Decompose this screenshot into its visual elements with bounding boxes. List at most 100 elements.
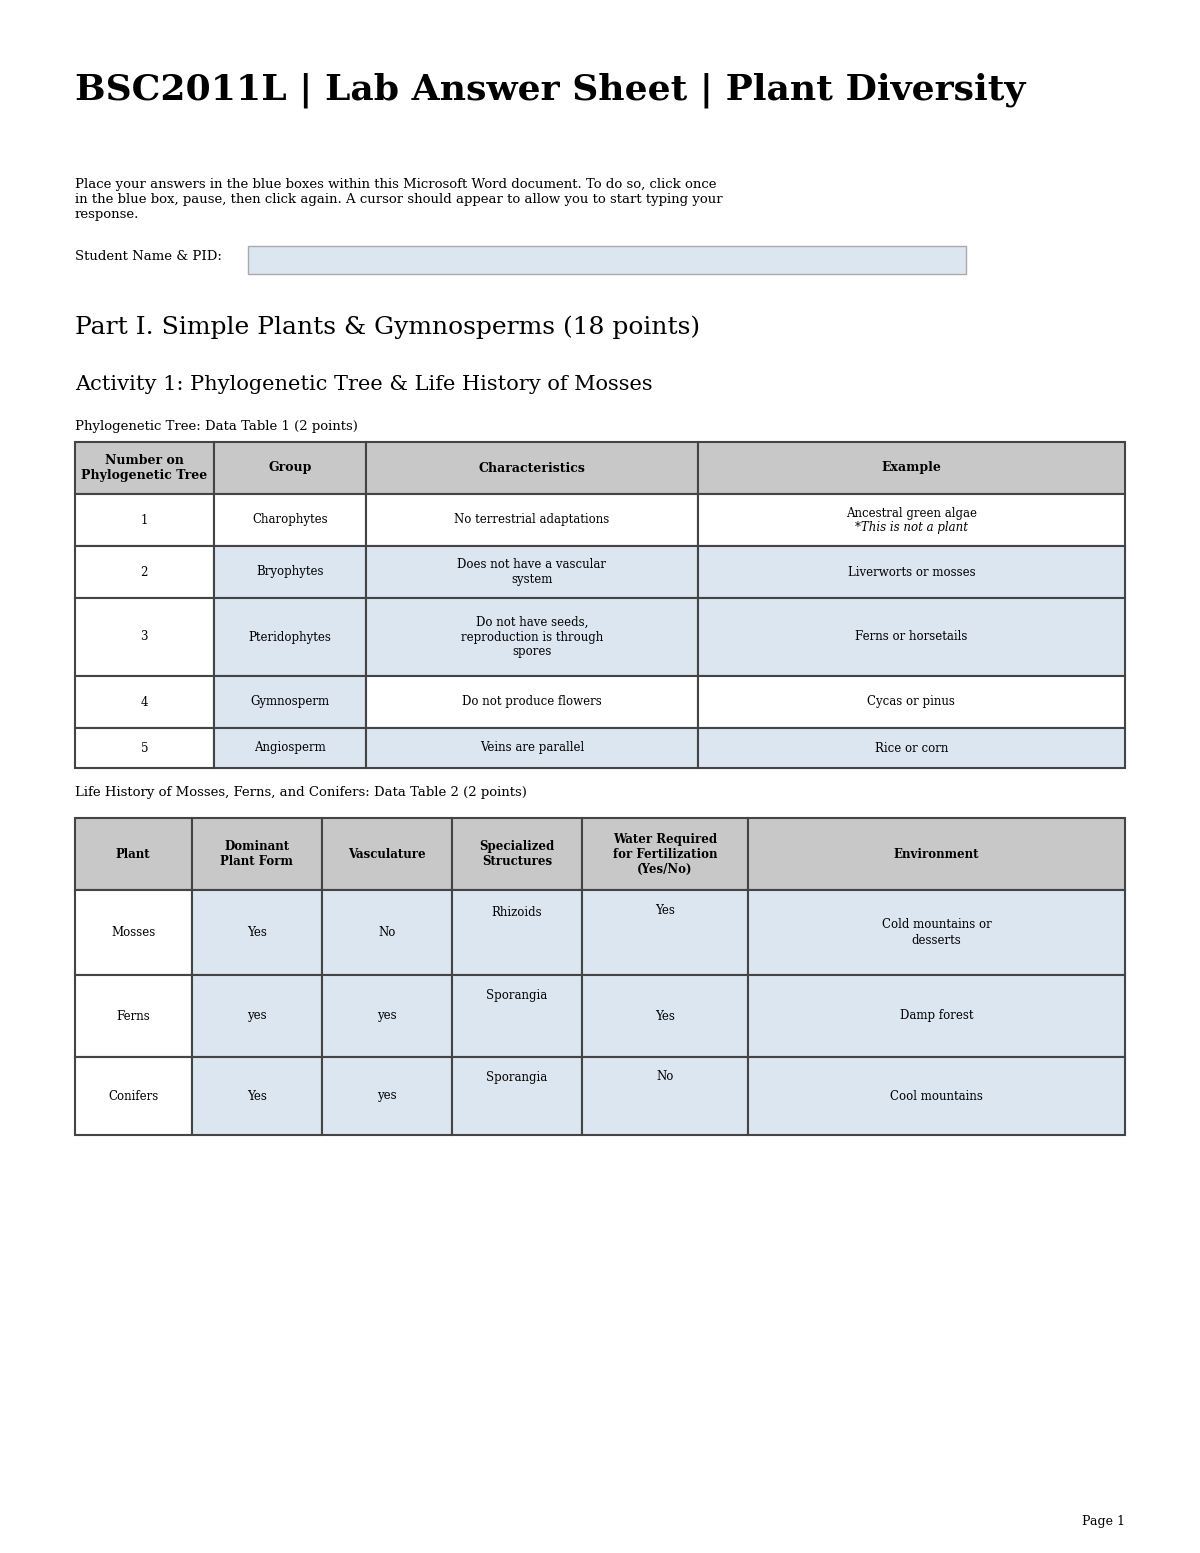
- Bar: [192, 890, 322, 975]
- Text: Angiosperm: Angiosperm: [254, 741, 325, 755]
- Text: Plant: Plant: [116, 848, 150, 860]
- Bar: [366, 598, 697, 676]
- Bar: [74, 494, 214, 547]
- Bar: [74, 676, 214, 728]
- Text: Gymnosperm: Gymnosperm: [250, 696, 329, 708]
- Bar: [214, 598, 366, 676]
- Bar: [748, 890, 1126, 975]
- Text: Pteridophytes: Pteridophytes: [248, 631, 331, 643]
- Text: Yes: Yes: [247, 926, 266, 940]
- Bar: [214, 494, 366, 547]
- Bar: [74, 818, 192, 890]
- Bar: [322, 1058, 452, 1135]
- Bar: [192, 818, 322, 890]
- Text: No: No: [378, 926, 396, 940]
- Bar: [366, 443, 697, 494]
- Bar: [214, 547, 366, 598]
- Text: Number on
Phylogenetic Tree: Number on Phylogenetic Tree: [82, 453, 208, 481]
- Text: Characteristics: Characteristics: [479, 461, 586, 475]
- Text: 3: 3: [140, 631, 148, 643]
- Text: Mosses: Mosses: [112, 926, 156, 940]
- Text: Part I. Simple Plants & Gymnosperms (18 points): Part I. Simple Plants & Gymnosperms (18 …: [74, 315, 700, 339]
- Bar: [322, 975, 452, 1058]
- Bar: [74, 598, 214, 676]
- Bar: [366, 728, 697, 769]
- Text: Charophytes: Charophytes: [252, 514, 328, 526]
- Text: Yes: Yes: [247, 1090, 266, 1103]
- Bar: [322, 890, 452, 975]
- Text: 5: 5: [140, 741, 148, 755]
- Text: Yes: Yes: [655, 1009, 676, 1022]
- Bar: [452, 818, 582, 890]
- Bar: [697, 547, 1126, 598]
- Text: 4: 4: [140, 696, 148, 708]
- Text: No: No: [656, 1070, 673, 1084]
- Bar: [214, 676, 366, 728]
- Text: Place your answers in the blue boxes within this Microsoft Word document. To do : Place your answers in the blue boxes wit…: [74, 179, 722, 221]
- Text: yes: yes: [247, 1009, 266, 1022]
- Bar: [697, 494, 1126, 547]
- Bar: [366, 547, 697, 598]
- Text: No terrestrial adaptations: No terrestrial adaptations: [454, 514, 610, 526]
- Text: Water Required
for Fertilization
(Yes/No): Water Required for Fertilization (Yes/No…: [613, 832, 718, 876]
- Text: Specialized
Structures: Specialized Structures: [480, 840, 554, 868]
- Text: Phylogenetic Tree: Data Table 1 (2 points): Phylogenetic Tree: Data Table 1 (2 point…: [74, 419, 358, 433]
- Text: Example: Example: [881, 461, 941, 475]
- Text: 2: 2: [140, 565, 148, 579]
- Bar: [582, 975, 748, 1058]
- Text: Damp forest: Damp forest: [900, 1009, 973, 1022]
- Bar: [192, 1058, 322, 1135]
- Bar: [697, 598, 1126, 676]
- Text: Bryophytes: Bryophytes: [256, 565, 324, 579]
- Bar: [748, 818, 1126, 890]
- Text: Ferns or horsetails: Ferns or horsetails: [856, 631, 967, 643]
- Text: Sporangia: Sporangia: [486, 989, 547, 1002]
- Bar: [192, 975, 322, 1058]
- Bar: [582, 1058, 748, 1135]
- Text: yes: yes: [377, 1090, 397, 1103]
- Bar: [74, 975, 192, 1058]
- Text: Rice or corn: Rice or corn: [875, 741, 948, 755]
- Bar: [697, 676, 1126, 728]
- Bar: [697, 443, 1126, 494]
- Text: Cold mountains or
desserts: Cold mountains or desserts: [882, 918, 991, 946]
- Bar: [214, 728, 366, 769]
- Bar: [74, 1058, 192, 1135]
- Text: Conifers: Conifers: [108, 1090, 158, 1103]
- Text: Liverworts or mosses: Liverworts or mosses: [847, 565, 976, 579]
- Text: Page 1: Page 1: [1082, 1516, 1126, 1528]
- Text: *This is not a plant: *This is not a plant: [854, 520, 968, 534]
- Bar: [452, 975, 582, 1058]
- Text: Cool mountains: Cool mountains: [890, 1090, 983, 1103]
- Text: Do not produce flowers: Do not produce flowers: [462, 696, 601, 708]
- Text: Veins are parallel: Veins are parallel: [480, 741, 584, 755]
- Bar: [452, 1058, 582, 1135]
- Bar: [74, 890, 192, 975]
- Text: BSC2011L | Lab Answer Sheet | Plant Diversity: BSC2011L | Lab Answer Sheet | Plant Dive…: [74, 73, 1025, 109]
- Text: Life History of Mosses, Ferns, and Conifers: Data Table 2 (2 points): Life History of Mosses, Ferns, and Conif…: [74, 786, 527, 798]
- Bar: [322, 818, 452, 890]
- Text: Yes: Yes: [655, 904, 676, 916]
- Text: Vasculature: Vasculature: [348, 848, 426, 860]
- Bar: [74, 728, 214, 769]
- Text: Ferns: Ferns: [116, 1009, 150, 1022]
- Text: Rhizoids: Rhizoids: [492, 905, 542, 918]
- Bar: [748, 1058, 1126, 1135]
- Bar: [748, 975, 1126, 1058]
- Text: 1: 1: [140, 514, 148, 526]
- Bar: [366, 676, 697, 728]
- Text: Activity 1: Phylogenetic Tree & Life History of Mosses: Activity 1: Phylogenetic Tree & Life His…: [74, 374, 653, 394]
- Bar: [74, 547, 214, 598]
- Bar: [452, 890, 582, 975]
- Bar: [697, 728, 1126, 769]
- Text: Cycas or pinus: Cycas or pinus: [868, 696, 955, 708]
- Text: Dominant
Plant Form: Dominant Plant Form: [221, 840, 293, 868]
- Text: Sporangia: Sporangia: [486, 1070, 547, 1084]
- Text: Ancestral green algae: Ancestral green algae: [846, 506, 977, 520]
- Bar: [74, 443, 214, 494]
- Bar: [248, 245, 966, 273]
- Bar: [582, 890, 748, 975]
- Text: Student Name & PID:: Student Name & PID:: [74, 250, 222, 262]
- Text: Environment: Environment: [894, 848, 979, 860]
- Text: yes: yes: [377, 1009, 397, 1022]
